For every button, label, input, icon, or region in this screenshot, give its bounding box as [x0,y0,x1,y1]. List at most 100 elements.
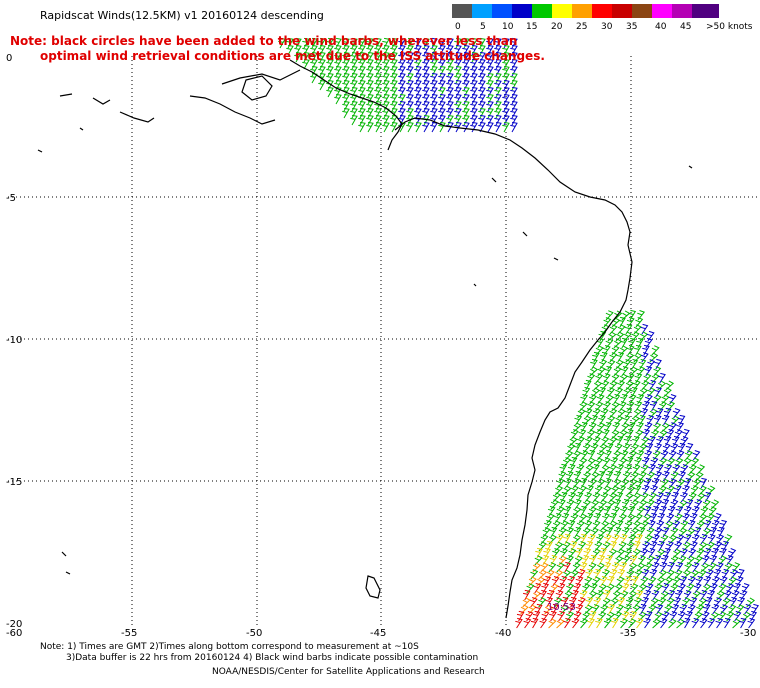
wind-barb [543,575,552,587]
wind-barb [454,72,462,84]
wind-barb [611,617,619,629]
wind-barb [318,44,326,56]
wind-barb [626,373,635,384]
wind-barb [585,512,594,524]
wind-barb [390,93,398,105]
wind-barb [438,100,446,112]
wind-barb [593,512,602,524]
wind-barb [612,478,622,489]
wind-barb [605,470,614,482]
wind-barb [567,443,576,454]
wind-barb [470,79,478,91]
wind-barb [590,358,598,370]
wind-barb [607,331,617,342]
wind-barb [558,471,567,482]
wind-barb [671,435,680,447]
wind-barb [626,316,635,328]
wind-barb [711,603,720,615]
wind-barb [454,65,462,77]
wind-barb [616,351,625,363]
wind-barb [398,100,406,112]
wind-barb [486,114,494,126]
wind-barb [619,429,628,440]
wind-barb [597,422,606,433]
wind-barb [672,408,681,419]
lon-label-45: -45 [370,628,386,639]
wind-barb [604,449,612,461]
wind-barb [602,373,611,384]
wind-barb [406,37,414,49]
wind-barb [640,576,649,587]
wind-barb [579,401,588,412]
wind-barb [711,547,719,559]
wind-barb [715,617,724,629]
wind-barb [651,477,660,489]
wind-barb [576,520,585,531]
wind-barb [572,562,581,573]
wind-barb [735,576,744,587]
wind-barb [588,506,597,517]
wind-barb [674,569,683,580]
wind-barb [565,450,574,461]
wind-barb [620,337,628,349]
wind-barb [571,618,580,629]
wind-barb [718,583,727,594]
wind-barb [642,541,651,552]
wind-barb [478,58,486,70]
wind-barb [326,65,334,77]
wind-barb [520,604,529,615]
wind-barb [603,589,611,601]
wind-barb [649,352,659,363]
wind-barb [640,407,649,419]
wind-barb [318,51,326,63]
wind-barb [621,310,631,321]
wind-barb [502,51,510,63]
wind-barb [650,597,659,608]
wind-barb [560,520,569,531]
wind-barb [711,519,720,531]
wind-barb [398,44,406,56]
wind-barb [590,471,600,482]
wind-barb [607,415,616,426]
wind-barb [438,37,446,49]
wind-barb [438,51,446,63]
wind-barb [406,44,414,56]
wind-barb [605,554,613,566]
wind-barb [470,93,478,105]
wind-barb [643,373,652,384]
wind-barb [486,93,494,105]
wind-barb [661,394,670,405]
wind-barb [595,401,604,412]
wind-barb [600,464,610,475]
wind-barb [702,499,711,510]
wind-barb [594,541,603,552]
wind-barb [660,534,669,545]
wind-barb [618,485,627,496]
wind-barb [350,100,358,112]
wind-barb [454,37,462,49]
wind-barb [579,561,588,573]
wind-barb [510,121,518,133]
wind-barb [695,575,704,587]
wind-barb [715,562,724,573]
wind-barb [525,611,534,622]
wind-barb [641,436,650,447]
wind-barb [637,310,646,321]
wind-barb [620,393,628,405]
wind-barb [636,562,646,573]
wind-barb [648,379,657,391]
wind-barb [619,561,628,573]
wind-barb [494,114,502,126]
wind-barb [358,121,366,133]
wind-barb [589,394,597,405]
wind-barb [639,331,649,342]
wind-barb [588,478,598,489]
wind-barb [647,387,656,398]
wind-barb [615,331,625,342]
wind-barb [631,575,639,587]
wind-barb [703,519,712,531]
wind-barb [685,498,694,510]
wind-barb [625,456,634,468]
wind-barb [565,470,574,482]
wind-barb [719,576,728,587]
